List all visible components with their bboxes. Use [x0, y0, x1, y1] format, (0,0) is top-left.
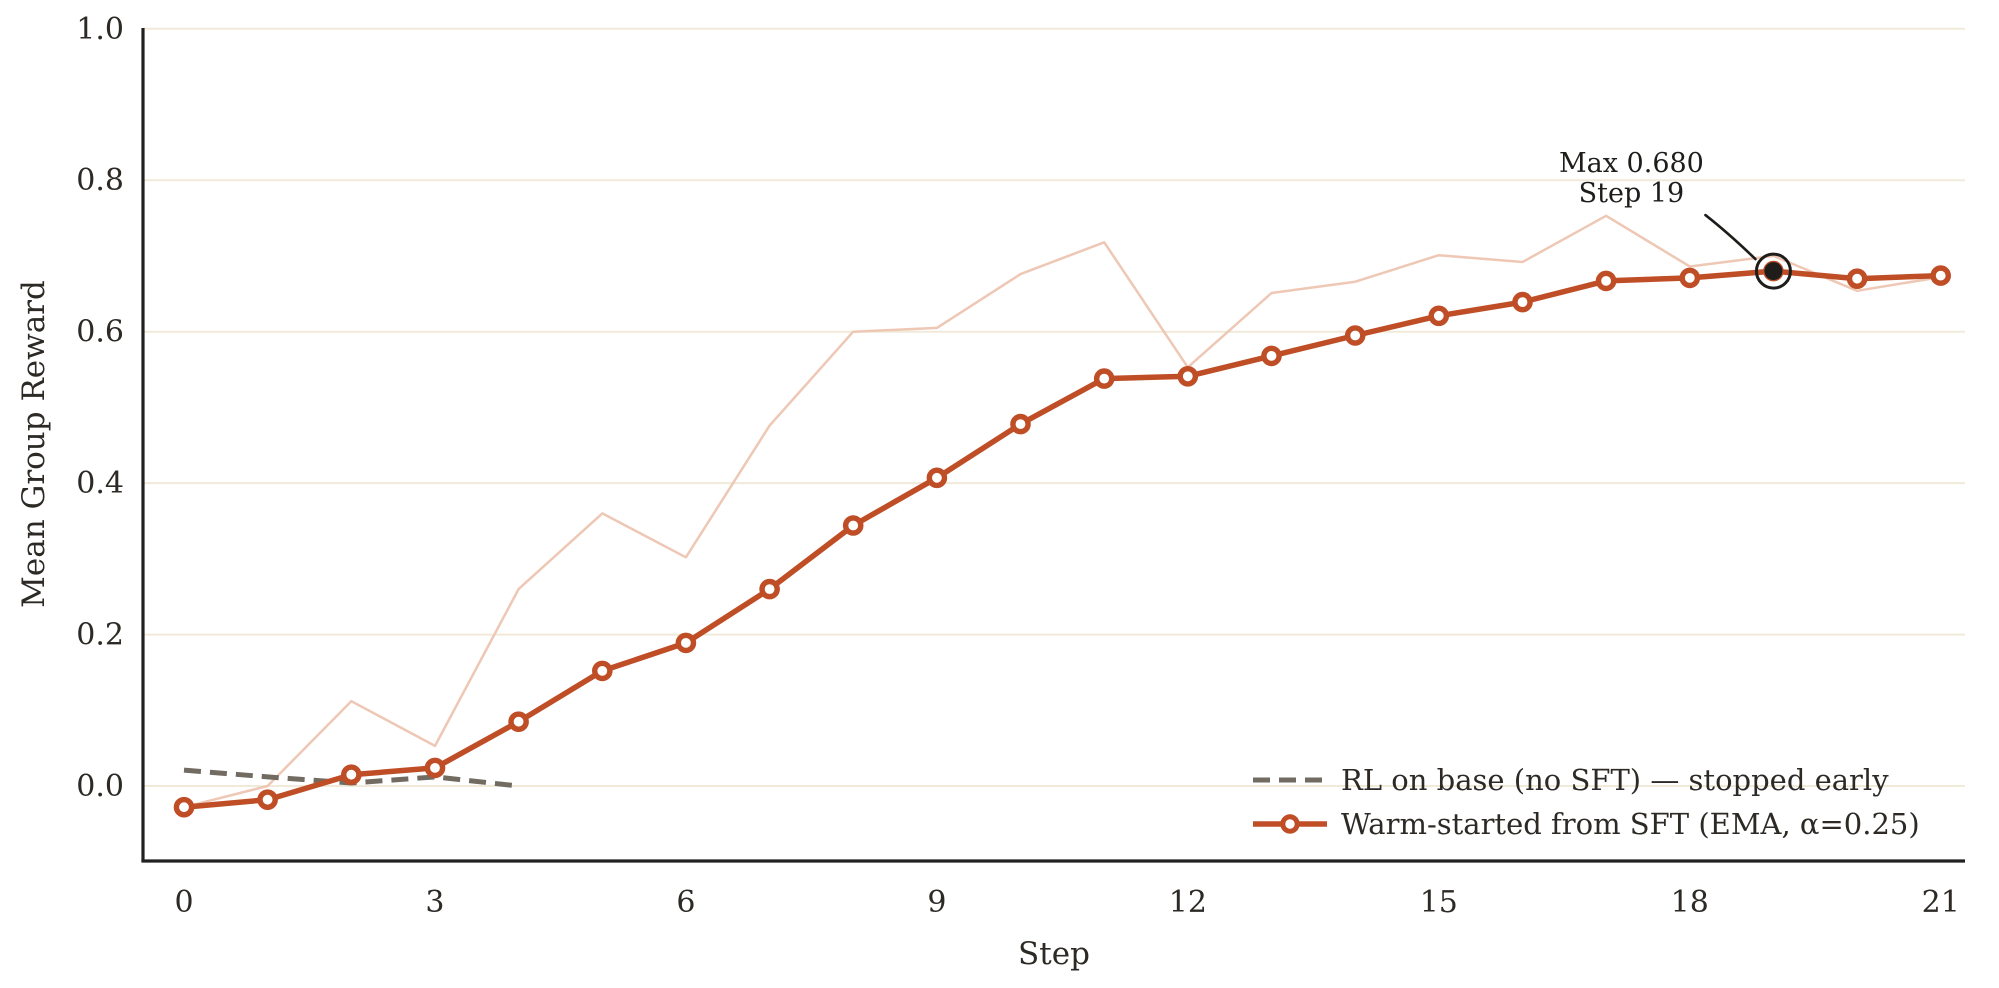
max-point-ring	[1754, 252, 1792, 290]
ema-marker	[592, 660, 613, 682]
ema-marker	[842, 515, 864, 536]
x-axis-label: Step	[1018, 936, 1090, 972]
ema-marker	[1093, 368, 1115, 389]
ema-marker	[1177, 365, 1199, 387]
raw-series-line	[182, 214, 1942, 809]
ema-marker	[1010, 413, 1031, 435]
ema-marker	[340, 764, 362, 786]
legend-label: RL on base (no SFT) — stopped early	[1341, 763, 1889, 797]
ema-marker	[257, 789, 278, 811]
x-tick-label: 9	[927, 885, 946, 920]
ema-marker	[508, 711, 529, 733]
y-tick-label: 0.6	[76, 315, 124, 350]
ema-marker	[759, 578, 780, 600]
legend-label: Warm-started from SFT (EMA, α=0.25)	[1341, 807, 1920, 841]
y-axis-label: Mean Group Reward	[16, 280, 52, 608]
ema-marker	[926, 467, 948, 489]
ema-marker	[675, 632, 697, 654]
x-tick-label: 3	[425, 885, 444, 920]
y-tick-label: 0.4	[76, 466, 124, 501]
ema-marker	[1846, 268, 1868, 290]
ema-marker	[1679, 267, 1701, 289]
x-tick-label: 6	[676, 885, 695, 920]
ema-marker	[1930, 265, 1951, 286]
x-tick-label: 0	[174, 885, 193, 920]
y-tick-label: 0.0	[76, 769, 124, 804]
ema-marker	[1261, 345, 1282, 367]
x-tick-label: 12	[1169, 885, 1207, 920]
max-point-dot	[1764, 262, 1783, 281]
legend-swatch-marker	[1280, 814, 1300, 834]
ema-marker	[424, 757, 446, 779]
ema-marker	[1512, 291, 1533, 313]
y-tick-label: 1.0	[76, 12, 124, 47]
annotation-max-label: Max 0.680	[1559, 148, 1704, 179]
ema-marker	[1595, 270, 1617, 292]
annotation-arrow	[1704, 213, 1757, 261]
ema-marker	[173, 796, 195, 818]
x-tick-label: 18	[1671, 885, 1709, 920]
ema-marker	[1344, 325, 1366, 346]
x-tick-label: 15	[1420, 885, 1458, 920]
y-tick-label: 0.8	[76, 163, 124, 198]
y-tick-label: 0.2	[76, 618, 124, 653]
ema-series-line	[181, 268, 1944, 810]
annotation-step-label: Step 19	[1579, 178, 1685, 209]
x-tick-label: 21	[1922, 885, 1960, 920]
ema-marker	[1428, 305, 1450, 327]
